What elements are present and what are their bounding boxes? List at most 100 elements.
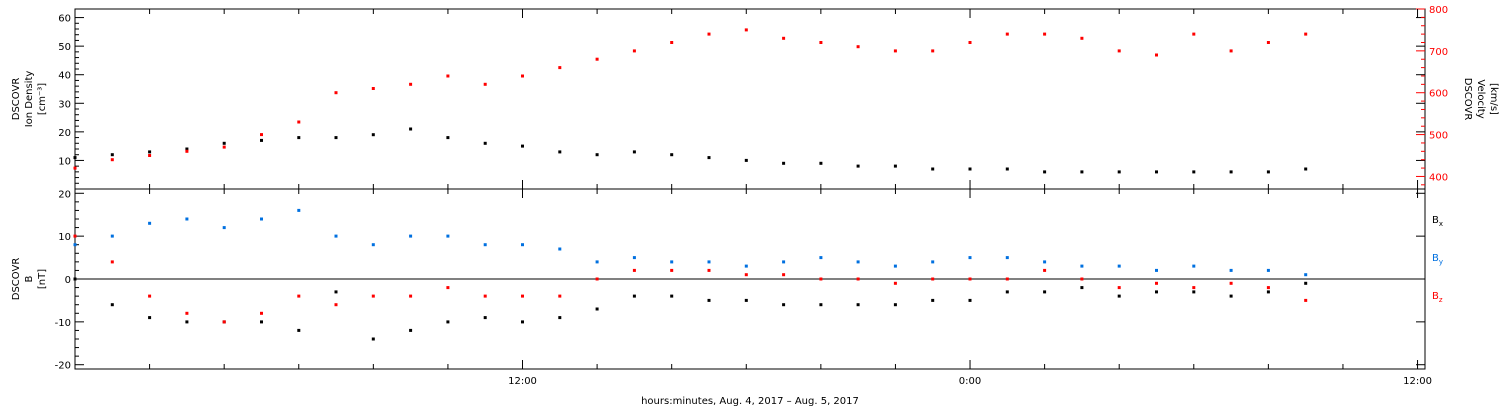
data-point: [782, 161, 786, 165]
data-point: [1192, 264, 1196, 268]
data-point: [558, 66, 562, 70]
data-point: [707, 298, 711, 302]
data-point: [1080, 36, 1084, 40]
data-point: [782, 303, 786, 307]
data-point: [297, 120, 301, 124]
data-point: [371, 133, 375, 137]
data-point: [446, 286, 450, 290]
data-point: [670, 41, 674, 44]
legend-bz: Bz: [1432, 291, 1443, 304]
data-point: [1192, 286, 1196, 290]
x-axis-label: hours:minutes, Aug. 4, 2017 – Aug. 5, 20…: [641, 396, 859, 407]
data-point: [222, 226, 226, 230]
data-point: [893, 281, 897, 285]
data-point: [893, 164, 897, 168]
x-tick-label: 0:00: [959, 376, 981, 387]
data-point: [260, 138, 263, 142]
data-point: [1043, 170, 1047, 174]
data-point: [185, 147, 189, 151]
data-point: [521, 243, 524, 247]
data-point: [148, 316, 152, 320]
data-point: [73, 277, 77, 281]
y-tick-label: 30: [58, 99, 71, 110]
data-point: [1192, 32, 1196, 36]
data-point: [521, 144, 524, 148]
data-point: [222, 320, 226, 324]
data-point: [1117, 170, 1121, 174]
data-point: [1155, 268, 1158, 272]
data-point: [856, 164, 860, 168]
field-axis-label-line1: DSCOVR: [11, 258, 22, 301]
data-point: [782, 36, 786, 40]
data-point: [819, 161, 823, 165]
data-point: [1229, 170, 1233, 174]
data-point: [483, 82, 487, 86]
data-point: [1229, 268, 1233, 272]
data-point: [632, 49, 636, 53]
density-axis-label-line1: DSCOVR: [11, 78, 22, 121]
data-point: [1080, 170, 1084, 174]
data-point: [632, 256, 636, 260]
data-point: [595, 260, 599, 264]
data-point: [1155, 170, 1158, 174]
data-point: [632, 150, 636, 154]
data-point: [73, 234, 77, 238]
data-point: [931, 167, 935, 171]
data-point: [968, 277, 972, 281]
data-point: [110, 153, 114, 157]
data-point: [148, 154, 152, 157]
data-point: [1304, 32, 1308, 36]
density-axis-ticks: 10 20 30 40 50 60: [58, 14, 1425, 184]
data-point: [1005, 32, 1009, 36]
data-point: [931, 49, 935, 53]
y-tick-label: 0: [65, 275, 71, 286]
velocity-axis-label-line2: Velocity: [1475, 79, 1486, 118]
data-point: [185, 149, 189, 153]
data-point: [819, 277, 823, 281]
data-point: [409, 82, 413, 86]
data-point: [1117, 49, 1121, 53]
data-point: [1192, 290, 1196, 294]
y-tick-label: 40: [58, 71, 71, 82]
data-point: [334, 136, 338, 140]
data-point: [446, 136, 450, 140]
data-point: [409, 328, 413, 332]
data-point: [260, 133, 263, 137]
data-point: [1005, 256, 1009, 260]
y-tick-label: 400: [1429, 172, 1448, 183]
data-point: [707, 32, 711, 36]
data-point: [670, 260, 674, 264]
legend: Bx By Bz: [1432, 215, 1443, 304]
data-point: [409, 234, 413, 238]
data-point: [1005, 167, 1009, 171]
velocity-axis-label-line1: DSCOVR: [1462, 78, 1473, 121]
data-point: [73, 156, 77, 160]
data-point: [110, 158, 114, 162]
bx-series: [73, 277, 1308, 341]
data-point: [744, 273, 748, 277]
data-point: [1266, 286, 1270, 290]
data-point: [595, 307, 599, 311]
data-point: [334, 303, 338, 307]
data-point: [1155, 53, 1158, 57]
data-point: [1192, 170, 1196, 174]
data-point: [110, 234, 114, 238]
data-point: [446, 320, 450, 324]
data-point: [1080, 277, 1084, 281]
data-point: [558, 150, 562, 154]
data-point: [1266, 268, 1270, 272]
data-point: [1005, 277, 1009, 281]
y-tick-label: 800: [1429, 5, 1448, 16]
density-axis-label-line3: [cm⁻³]: [37, 83, 48, 115]
y-tick-label: 60: [58, 14, 71, 25]
data-point: [968, 41, 972, 44]
data-point: [931, 260, 935, 264]
data-point: [297, 294, 301, 298]
density-axis-label-line2: Ion Density: [24, 71, 35, 128]
data-point: [185, 320, 189, 324]
data-point: [1266, 290, 1270, 294]
data-point: [968, 167, 972, 171]
data-point: [521, 320, 524, 324]
data-point: [1304, 273, 1308, 277]
